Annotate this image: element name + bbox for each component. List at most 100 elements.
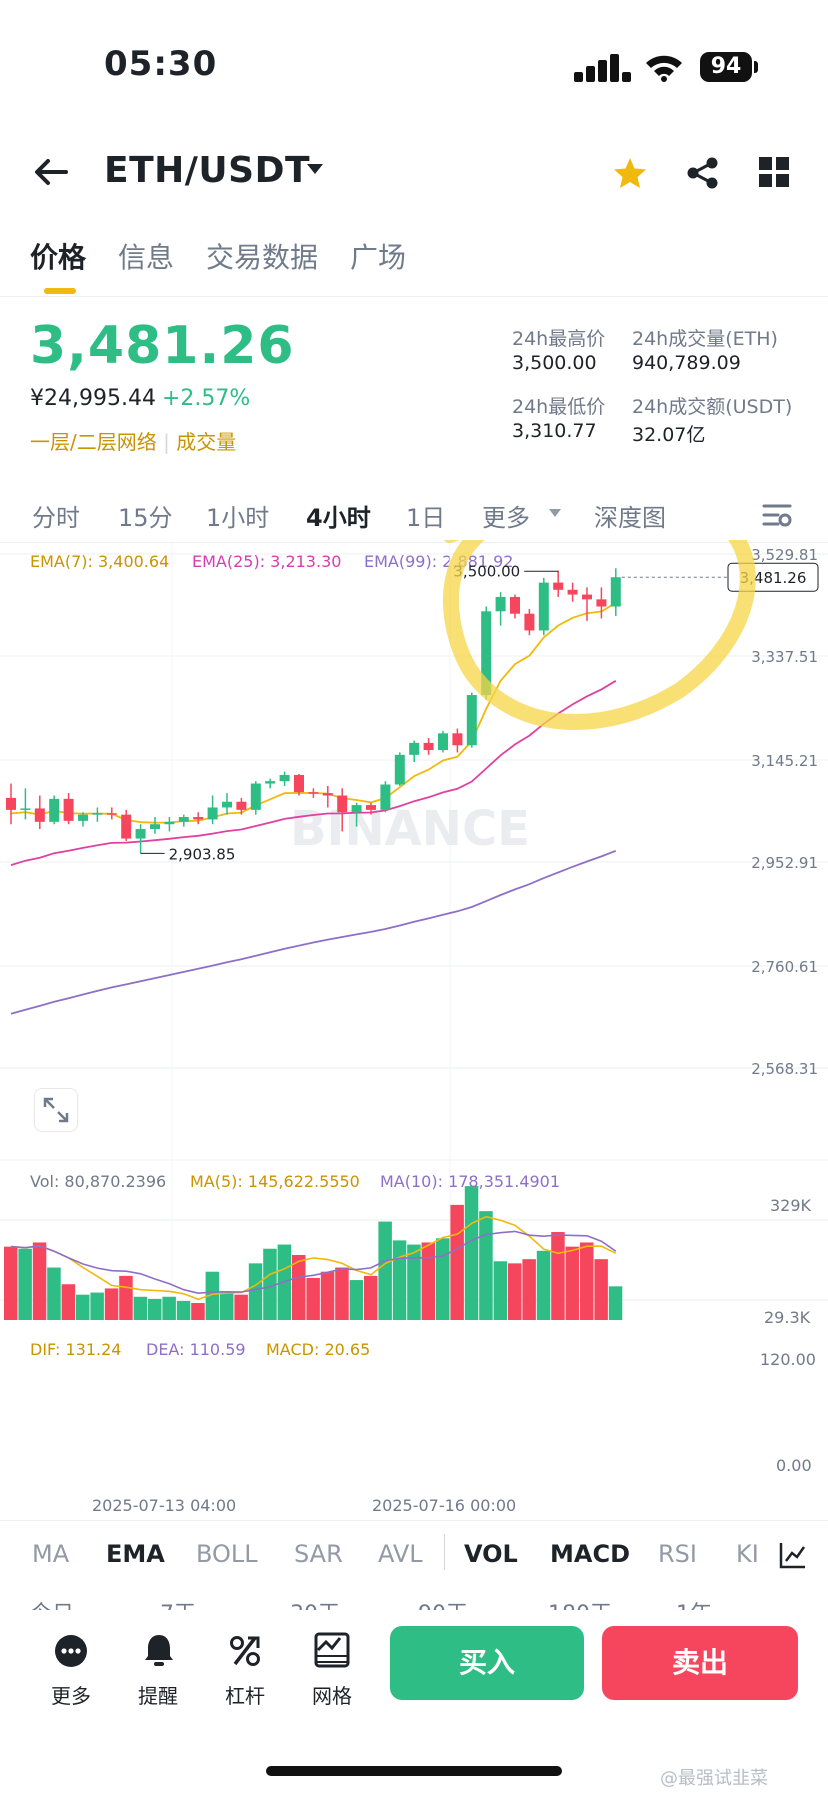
indicator-boll[interactable]: BOLL — [196, 1540, 258, 1568]
volume-bar — [90, 1292, 104, 1320]
chart-settings-icon[interactable] — [762, 502, 792, 528]
candle-body — [567, 589, 578, 595]
more-dropdown-icon[interactable] — [548, 508, 562, 518]
volume-bar — [349, 1280, 364, 1320]
volume-bar — [61, 1284, 76, 1320]
interval-depth[interactable]: 深度图 — [594, 504, 666, 532]
volume-bar — [421, 1242, 436, 1320]
vol-usdt-value: 32.07亿 — [632, 424, 706, 446]
network-label[interactable]: 一层/二层网络 — [30, 430, 157, 454]
interval-4h[interactable]: 4小时 — [306, 504, 371, 532]
vol-eth-value: 940,789.09 — [632, 352, 741, 374]
volume-bar — [407, 1244, 421, 1320]
candle-body — [121, 814, 132, 839]
last-price-label: 3,481.26 — [740, 569, 807, 587]
grid-trading-icon[interactable] — [314, 1632, 350, 1668]
period-30d[interactable]: 30天 — [290, 1596, 340, 1610]
indicator-sar[interactable]: SAR — [294, 1540, 343, 1568]
volume-bar — [536, 1250, 551, 1320]
alert-label[interactable]: 提醒 — [138, 1684, 178, 1708]
bell-icon[interactable] — [142, 1632, 176, 1668]
tab-trading-data[interactable]: 交易数据 — [206, 241, 319, 274]
candle-body — [510, 596, 520, 614]
volume-bar — [594, 1259, 608, 1320]
candle-body — [466, 695, 477, 746]
price-cny: ¥24,995.44 — [30, 386, 156, 411]
ema99-legend: EMA(99): 2,881.92 — [364, 552, 514, 571]
indicator-ema[interactable]: EMA — [106, 1540, 165, 1568]
indicator-avl[interactable]: AVL — [378, 1540, 423, 1568]
candle-body — [78, 814, 88, 821]
indicator-macd[interactable]: MACD — [550, 1540, 630, 1568]
period-1y[interactable]: 1年 — [676, 1596, 712, 1610]
volume-bar — [522, 1259, 536, 1320]
candle-body — [409, 742, 420, 755]
interval-1d[interactable]: 1日 — [406, 504, 446, 532]
indicator-divider — [444, 1534, 445, 1570]
ema7-legend: EMA(7): 3,400.64 — [30, 552, 170, 571]
interval-15m[interactable]: 15分 — [118, 504, 173, 532]
ema99-line — [10, 849, 617, 1015]
volume-bars — [4, 1186, 623, 1320]
indicator-vol[interactable]: VOL — [464, 1540, 518, 1568]
back-arrow-icon[interactable] — [32, 156, 70, 188]
sell-button[interactable]: 卖出 — [602, 1626, 798, 1700]
leverage-icon[interactable] — [228, 1634, 262, 1668]
candle-body — [452, 733, 463, 746]
volume-link[interactable]: 成交量 — [176, 430, 237, 454]
tab-info[interactable]: 信息 — [118, 241, 175, 274]
ma10-legend: MA(10): 178,351.4901 — [380, 1172, 561, 1191]
tab-square[interactable]: 广场 — [350, 241, 407, 274]
expand-icon — [43, 1097, 69, 1123]
status-time: 05:30 — [104, 44, 218, 84]
dif-legend: DIF: 131.24 — [30, 1340, 122, 1359]
candle-body — [438, 733, 448, 751]
grid-menu-icon[interactable] — [758, 156, 790, 188]
indicator-ma[interactable]: MA — [32, 1540, 70, 1568]
more-icon[interactable] — [54, 1634, 88, 1668]
indicator-kdj[interactable]: KI — [736, 1540, 758, 1568]
volume-bar — [450, 1204, 464, 1320]
volume-bar — [479, 1211, 493, 1320]
tab-active-indicator — [44, 288, 76, 294]
share-icon[interactable] — [686, 156, 720, 190]
volume-bar — [292, 1255, 306, 1320]
volume-bar — [364, 1275, 378, 1320]
indicator-rsi[interactable]: RSI — [658, 1540, 697, 1568]
indicator-settings-icon[interactable] — [778, 1540, 808, 1570]
period-90d[interactable]: 90天 — [418, 1596, 468, 1610]
favorite-star-icon[interactable] — [612, 156, 648, 190]
macd-y-zero: 0.00 — [776, 1456, 812, 1475]
candle-body — [164, 821, 175, 825]
period-180d[interactable]: 180天 — [548, 1596, 612, 1610]
pair-title[interactable]: ETH/USDT — [104, 150, 311, 191]
interval-time[interactable]: 分时 — [32, 504, 80, 532]
candle-body — [380, 784, 391, 810]
price-chart[interactable]: BINANCE 3,529.81 3,337.51 3,145.21 2,952.91… — [0, 540, 828, 1320]
candle-body — [322, 793, 333, 796]
y-axis-label: 3,529.81 — [751, 546, 818, 564]
ema25-line — [10, 680, 617, 866]
more-label[interactable]: 更多 — [51, 1684, 91, 1708]
candle-body — [6, 797, 16, 810]
interval-more[interactable]: 更多 — [482, 504, 530, 532]
network-link[interactable]: 一层/二层网络 | 成交量 — [30, 430, 237, 454]
period-today[interactable]: 今日 — [30, 1596, 74, 1610]
high-value: 3,500.00 — [512, 352, 597, 374]
macd-legend: MACD: 20.65 — [266, 1340, 371, 1359]
tab-price[interactable]: 价格 — [30, 241, 87, 274]
high-label: 24h最高价 — [512, 328, 606, 350]
period-7d[interactable]: 7天 — [160, 1596, 196, 1610]
interval-1h[interactable]: 1小时 — [206, 504, 270, 532]
candle-body — [92, 813, 103, 815]
period-tabs: 今日 7天 30天 90天 180天 1年 — [0, 1596, 828, 1610]
volume-bar — [162, 1296, 176, 1320]
buy-button[interactable]: 买入 — [390, 1626, 584, 1700]
candle-body — [193, 817, 204, 820]
pair-dropdown-icon[interactable] — [306, 162, 324, 176]
signal-icon — [574, 54, 631, 82]
grid-label[interactable]: 网格 — [312, 1684, 352, 1708]
fullscreen-button[interactable] — [34, 1088, 78, 1132]
candle-body — [495, 596, 506, 612]
leverage-label[interactable]: 杠杆 — [225, 1684, 265, 1708]
